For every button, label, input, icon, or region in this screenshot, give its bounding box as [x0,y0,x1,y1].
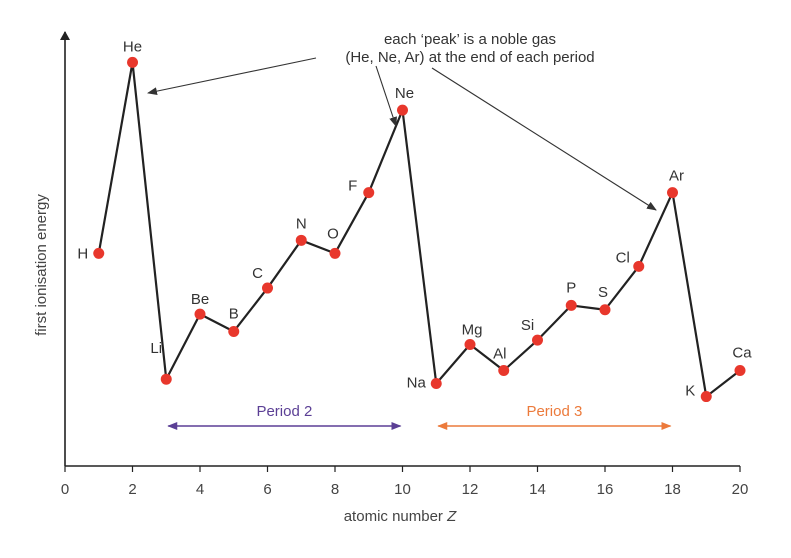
label-p: P [566,279,576,296]
data-points [93,56,746,403]
label-ne: Ne [395,85,414,102]
x-axis-ticks: 0 2 4 6 8 10 12 14 16 18 20 [61,466,749,498]
point-o [329,247,341,259]
point-ca [734,365,746,377]
point-h [93,247,105,259]
x-tick-label: 4 [196,481,204,498]
label-ca: Ca [732,345,752,362]
element-labels: H He Li Be B C N O F Ne Na Mg Al Si P S Cl Ar K Ca [77,38,752,399]
point-f [363,187,375,199]
point-k [700,391,712,403]
x-tick-label: 8 [331,481,339,498]
label-he: He [123,38,142,55]
x-axis-variable: Z [446,508,457,525]
x-tick-label: 0 [61,481,69,498]
label-o: O [327,225,339,242]
point-li [160,373,172,385]
point-mg [464,338,476,350]
x-tick-label: 18 [664,481,681,498]
x-tick-label: 2 [128,481,136,498]
x-tick-label: 12 [462,481,479,498]
label-h: H [77,245,88,262]
annotation-arrow-ne [375,65,397,127]
label-na: Na [407,375,427,392]
label-cl: Cl [616,249,630,266]
point-al [498,365,510,377]
label-c: C [252,265,263,282]
point-p [565,299,577,311]
x-tick-label: 16 [597,481,614,498]
label-be: Be [191,291,209,308]
point-si [532,334,543,346]
point-c [262,282,273,294]
label-n: N [296,215,307,232]
point-b [228,325,240,337]
annotation-line-1: each ‘peak’ is a noble gas [384,31,556,48]
point-be [194,308,206,320]
point-ar [667,187,678,199]
x-axis-title: atomic number Z [344,508,457,525]
label-k: K [685,383,695,400]
point-cl [633,260,645,272]
period-label-2: Period 2 [256,403,312,420]
annotation-arrow-he [147,57,317,96]
label-si: Si [521,317,534,334]
period-label-3: Period 3 [526,403,582,420]
point-s [599,304,611,316]
point-ne [397,104,408,116]
annotation-arrow-ar [431,67,657,211]
point-n [295,234,307,246]
x-tick-label: 14 [529,481,546,498]
point-he [127,56,138,68]
x-tick-label: 6 [263,481,271,498]
period-markers: Period 2 Period 3 [167,403,672,430]
label-mg: Mg [462,321,483,338]
series-line [97,61,741,398]
annotation-line-2: (He, Ne, Ar) at the end of each period [345,49,594,66]
label-ar: Ar [669,168,684,185]
x-tick-label: 10 [394,481,411,498]
label-al: Al [493,346,506,363]
annotation-arrows [147,57,657,211]
label-s: S [598,284,608,301]
label-f: F [348,178,357,195]
label-b: B [229,305,239,322]
y-axis-title: first ionisation energy [33,194,50,336]
point-na [430,378,442,390]
x-tick-label: 20 [732,481,749,498]
label-li: Li [150,340,162,357]
